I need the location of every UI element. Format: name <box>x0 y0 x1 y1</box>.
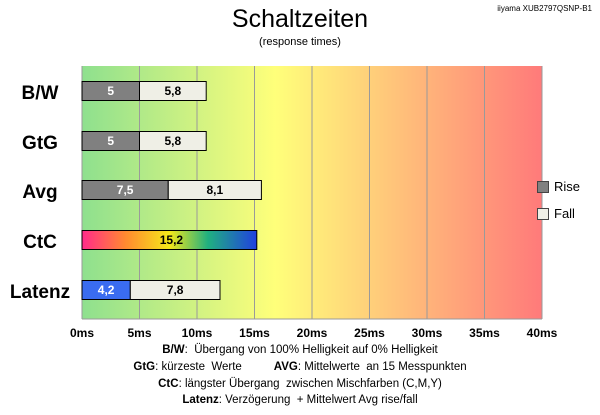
description-term: AVG <box>273 361 298 373</box>
bar-chart: 5 5,8 5 5,8 7,5 8,1 15,2 4,2 7,8 B/W GtG Avg CtC Lat… <box>10 66 558 340</box>
legend-rise-swatch <box>537 181 549 193</box>
bar-fall <box>139 81 207 101</box>
x-tick-label: 10ms <box>182 326 213 340</box>
chart-subtitle: (response times) <box>259 36 341 48</box>
x-tick-label: 25ms <box>354 326 385 340</box>
description-term: B/W <box>162 344 185 356</box>
category-label: B/W <box>22 83 59 104</box>
x-tick-label: 35ms <box>469 326 500 340</box>
data-label-rise: 5 <box>107 84 114 98</box>
bar-fall <box>139 131 207 151</box>
data-label-fall: 8,1 <box>206 183 223 197</box>
chart-title: Schaltzeiten <box>231 5 369 33</box>
legend-rise-label: Rise <box>554 179 581 194</box>
x-tick-label: 40ms <box>527 326 558 340</box>
data-label-fall: 5,8 <box>165 84 182 98</box>
description-line: B/W: Übergang von 100% Helligkeit auf 0%… <box>0 344 600 356</box>
bar-ctc <box>81 230 258 250</box>
data-label-rise: 4,2 <box>98 283 115 297</box>
bar-fall <box>129 280 221 300</box>
description-text: : kürzeste Werte <box>155 361 274 373</box>
description-term: GtG <box>133 361 156 373</box>
description-text: : Übergang von 100% Helligkeit auf 0% He… <box>184 344 438 356</box>
description-line: CtC: längster Übergang zwischen Mischfar… <box>0 378 600 390</box>
x-tick-label: 20ms <box>297 326 328 340</box>
bar-fall <box>167 180 262 200</box>
model-label: iiyama XUB2797QSNP-B1 <box>497 4 592 13</box>
data-label-rise: 5 <box>107 134 114 148</box>
category-label: GtG <box>22 133 58 154</box>
x-tick-label: 0ms <box>70 326 94 340</box>
description-term: CtC <box>158 378 179 390</box>
data-label-rise: 7,5 <box>117 183 134 197</box>
description-line: GtG: kürzeste Werte AVG: Mittelwerte an … <box>0 361 600 373</box>
category-label: Latenz <box>10 282 70 303</box>
description-text: : längster Übergang zwischen Mischfarben… <box>178 378 442 390</box>
data-label-fall: 5,8 <box>165 134 182 148</box>
legend-fall-label: Fall <box>554 206 575 221</box>
legend-fall-swatch <box>537 208 549 220</box>
data-label-fall: 7,8 <box>167 283 184 297</box>
category-label: CtC <box>23 232 57 253</box>
category-label: Avg <box>22 182 57 203</box>
description-line: Latenz: Verzögerung + Mittelwert Avg ris… <box>0 394 600 406</box>
x-tick-label: 30ms <box>412 326 443 340</box>
x-tick-label: 15ms <box>239 326 270 340</box>
data-label-ctc: 15,2 <box>160 233 184 247</box>
x-tick-label: 5ms <box>127 326 151 340</box>
description-text: : Verzögerung + Mittelwert Avg rise/fall <box>218 394 418 406</box>
description-term: Latenz <box>182 394 219 406</box>
description-text: : Mittelwerte an 15 Messpunkten <box>297 361 467 373</box>
